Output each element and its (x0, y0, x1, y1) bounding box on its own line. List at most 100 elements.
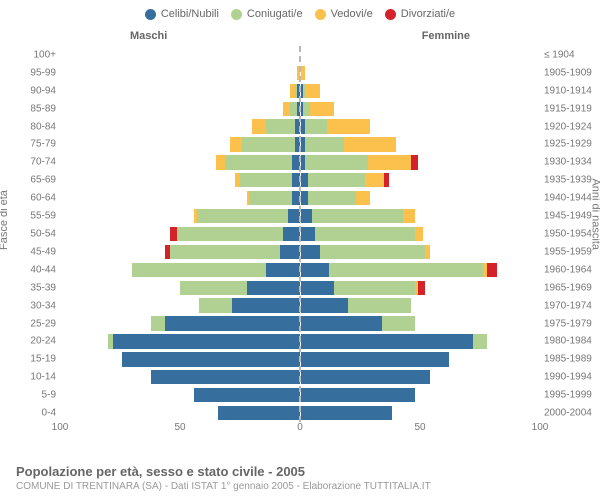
bar-segment (290, 102, 297, 116)
age-label: 95-99 (20, 67, 56, 78)
birth-label: 1920-1924 (544, 121, 596, 132)
female-half (301, 64, 541, 82)
bar (247, 191, 300, 205)
birth-label: 1905-1909 (544, 67, 596, 78)
bar-segment (151, 316, 165, 330)
female-half (301, 207, 541, 225)
bar-segment (473, 334, 487, 348)
bar-segment (344, 137, 397, 151)
male-half (60, 243, 300, 261)
female-half (301, 297, 541, 315)
bar (301, 155, 418, 169)
age-label: 85-89 (20, 103, 56, 114)
legend-item[interactable]: Divorziati/e (385, 8, 455, 20)
bar (301, 119, 370, 133)
legend-label: Celibi/Nubili (161, 8, 219, 20)
female-half (301, 100, 541, 118)
bar-segment (301, 227, 315, 241)
legend-item[interactable]: Vedovi/e (315, 8, 373, 20)
legend-item[interactable]: Coniugati/e (231, 8, 303, 20)
age-label: 75-79 (20, 139, 56, 150)
age-label: 50-54 (20, 229, 56, 240)
age-label: 70-74 (20, 157, 56, 168)
bar-segment (305, 84, 319, 98)
bar-segment (425, 245, 430, 259)
bar-segment (301, 298, 349, 312)
bar-segment (315, 227, 416, 241)
bar-segment (122, 352, 299, 366)
birth-label: 1950-1954 (544, 229, 596, 240)
male-half (60, 350, 300, 368)
birth-label: 1980-1984 (544, 336, 596, 347)
birth-label: 1915-1919 (544, 103, 596, 114)
bar-segment (242, 137, 295, 151)
bar-segment (301, 316, 382, 330)
legend-label: Coniugati/e (247, 8, 303, 20)
birth-label: 1925-1929 (544, 139, 596, 150)
birth-label: ≤ 1904 (544, 49, 596, 60)
bar-segment (194, 388, 299, 402)
male-half (60, 46, 300, 64)
bar (132, 263, 300, 277)
bar (151, 370, 299, 384)
bar-segment (368, 155, 411, 169)
bar-segment (403, 209, 415, 223)
bar-segment (180, 281, 247, 295)
footer: Popolazione per età, sesso e stato civil… (16, 464, 584, 492)
age-label: 30-34 (20, 300, 56, 311)
bar-segment (288, 209, 300, 223)
bar (194, 388, 299, 402)
bar-segment (301, 406, 392, 420)
birth-label: 1910-1914 (544, 85, 596, 96)
female-half (301, 333, 541, 351)
male-half (60, 100, 300, 118)
male-half (60, 315, 300, 333)
bar (301, 245, 430, 259)
bar (301, 352, 449, 366)
age-label: 55-59 (20, 211, 56, 222)
bar-segment (197, 209, 288, 223)
bar-segment (132, 263, 266, 277)
male-half (60, 297, 300, 315)
age-label: 10-14 (20, 372, 56, 383)
legend-item[interactable]: Celibi/Nubili (145, 8, 219, 20)
male-half (60, 136, 300, 154)
bar (216, 155, 300, 169)
legend-swatch (315, 9, 326, 20)
age-label: 15-19 (20, 354, 56, 365)
bar (180, 281, 300, 295)
age-label: 25-29 (20, 318, 56, 329)
bar-segment (415, 227, 422, 241)
bar-segment (301, 263, 330, 277)
bar-segment (113, 334, 300, 348)
birth-label: 1990-1994 (544, 372, 596, 383)
male-half (60, 333, 300, 351)
x-tick: 50 (174, 422, 185, 433)
center-axis (299, 46, 301, 422)
bar (170, 227, 299, 241)
bar-segment (301, 370, 430, 384)
bar-segment (301, 388, 416, 402)
bar (252, 119, 300, 133)
legend-swatch (385, 9, 396, 20)
bar (301, 298, 411, 312)
bar-segment (301, 352, 449, 366)
bar-segment (365, 173, 384, 187)
bar (199, 298, 300, 312)
bar-segment (249, 191, 292, 205)
male-half (60, 118, 300, 136)
bar-segment (334, 281, 415, 295)
age-label: 80-84 (20, 121, 56, 132)
bar-segment (348, 298, 410, 312)
bar-segment (308, 173, 365, 187)
birth-label: 1965-1969 (544, 282, 596, 293)
bar-segment (329, 263, 482, 277)
bar-segment (305, 119, 327, 133)
female-half (301, 82, 541, 100)
birth-label: 1970-1974 (544, 300, 596, 311)
female-half (301, 368, 541, 386)
y-axis-title-left: Fasce di età (0, 190, 10, 250)
male-half (60, 386, 300, 404)
birth-label: 1955-1959 (544, 246, 596, 257)
bar (301, 137, 397, 151)
